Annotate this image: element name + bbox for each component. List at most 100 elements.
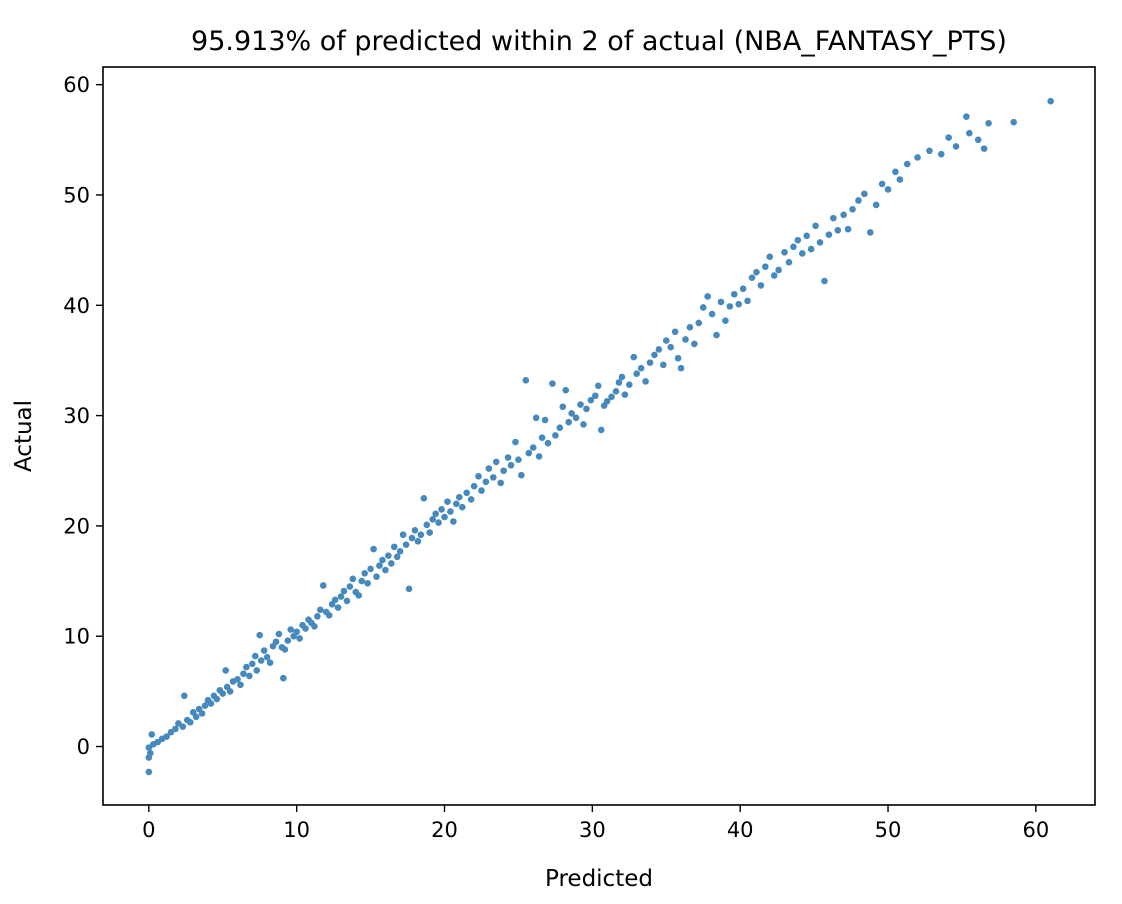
data-point (704, 293, 711, 300)
data-point (382, 566, 389, 574)
data-point (637, 364, 645, 372)
data-point (186, 718, 194, 726)
data-point (500, 467, 507, 475)
data-point (251, 652, 259, 660)
data-point (538, 434, 546, 441)
data-point (346, 583, 354, 590)
data-point (515, 456, 522, 464)
data-point (660, 361, 667, 369)
data-point (781, 249, 788, 256)
data-point (334, 604, 342, 611)
data-point (364, 579, 371, 587)
data-point (390, 543, 398, 551)
data-point (713, 331, 720, 339)
data-point (583, 405, 590, 413)
data-point (844, 225, 852, 233)
data-point (213, 695, 221, 703)
data-point (686, 324, 694, 331)
data-point (319, 582, 327, 589)
data-point (275, 630, 283, 638)
data-point (945, 134, 952, 141)
data-point (447, 508, 454, 515)
data-point (677, 364, 685, 372)
data-point (444, 498, 451, 505)
data-point (708, 310, 716, 318)
data-point (281, 646, 289, 653)
data-point (794, 236, 802, 244)
data-point (914, 154, 921, 161)
data-point (807, 245, 815, 253)
data-point (201, 702, 209, 710)
data-point (529, 444, 537, 451)
data-point (280, 674, 287, 682)
data-point (475, 472, 482, 480)
data-point (163, 733, 170, 740)
data-point (463, 489, 470, 497)
data-point (825, 231, 833, 238)
data-point (432, 510, 439, 518)
data-point (293, 628, 300, 636)
data-point (272, 638, 280, 646)
data-point (896, 176, 904, 183)
data-point (417, 531, 425, 539)
data-point (621, 391, 629, 398)
data-point (535, 453, 543, 460)
data-point (985, 119, 992, 127)
data-point (552, 432, 559, 439)
data-point (549, 380, 556, 387)
data-point (662, 337, 670, 344)
data-point (812, 222, 819, 230)
data-point (926, 147, 933, 155)
data-point (785, 258, 793, 266)
data-point (726, 303, 734, 310)
data-point (682, 336, 689, 343)
data-point (834, 226, 842, 234)
data-point (830, 214, 837, 222)
data-point (393, 553, 401, 561)
chart-title: 95.913% of predicted within 2 of actual … (191, 26, 1007, 57)
data-point (541, 416, 549, 424)
data-point (458, 503, 466, 511)
data-point (441, 513, 448, 521)
data-point (435, 519, 442, 526)
data-point (577, 401, 584, 408)
data-point (556, 424, 564, 432)
data-point (314, 613, 321, 620)
data-point (234, 675, 241, 683)
data-point (651, 351, 658, 359)
data-point (148, 731, 156, 738)
data-point (438, 506, 445, 513)
data-point (219, 690, 227, 697)
data-point (572, 414, 580, 422)
y-tick-label: 50 (63, 183, 90, 207)
data-point (147, 749, 154, 757)
x-tick-label: 30 (579, 818, 606, 842)
data-point (411, 527, 419, 534)
data-point (420, 495, 428, 502)
data-point (699, 304, 707, 311)
data-point (739, 285, 747, 293)
data-point (257, 657, 265, 664)
data-point (544, 439, 552, 447)
data-point (296, 635, 303, 642)
data-point (532, 414, 540, 422)
data-point (385, 552, 392, 559)
data-point (722, 317, 729, 325)
x-tick-label: 0 (142, 818, 155, 842)
data-point (373, 573, 380, 580)
data-point (735, 300, 743, 308)
data-point (691, 340, 698, 348)
data-point (674, 354, 682, 362)
data-point (646, 359, 654, 366)
data-point (426, 529, 434, 536)
data-point (597, 426, 605, 434)
data-point (240, 670, 247, 678)
data-point (565, 418, 572, 426)
data-point (821, 277, 828, 285)
data-point (331, 596, 339, 604)
data-point (485, 465, 493, 472)
data-point (455, 493, 463, 501)
data-point (594, 382, 602, 390)
data-point (667, 343, 674, 351)
